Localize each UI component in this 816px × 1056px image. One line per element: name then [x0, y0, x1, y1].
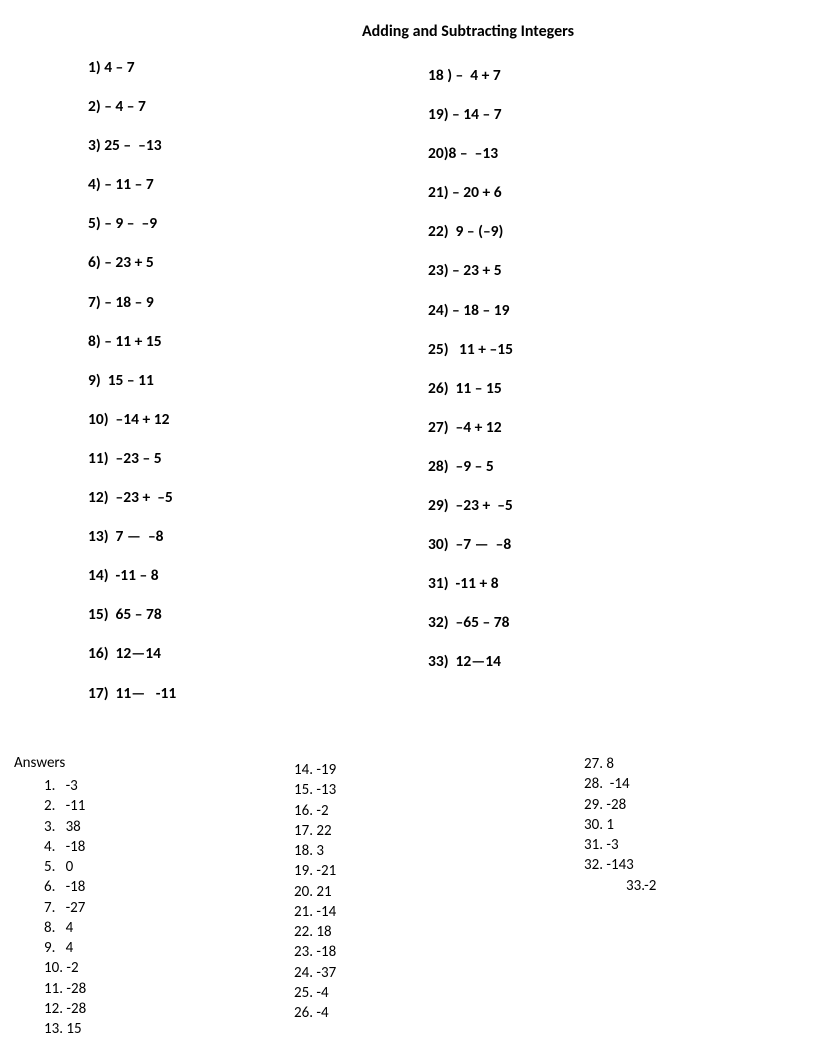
- answer-item: 19. -21: [294, 861, 584, 881]
- problem-item: 27) –4 + 12: [428, 419, 513, 438]
- problems-column-left: 1) 4 – 7 2) – 4 – 7 3) 25 – –13 4) – 11 …: [88, 59, 428, 724]
- answer-item: 24. -37: [294, 963, 584, 983]
- page-title: Adding and Subtracting Integers: [0, 0, 816, 41]
- problem-item: 12) –23 + –5: [88, 489, 428, 508]
- answer-item: 12. -28: [44, 999, 294, 1019]
- problem-item: 19) – 14 – 7: [428, 106, 513, 125]
- problem-item: 9) 15 – 11: [88, 372, 428, 391]
- problem-item: 31) -11 + 8: [428, 575, 513, 594]
- answer-item: 13. 15: [44, 1019, 294, 1039]
- problem-item: 26) 11 – 15: [428, 380, 513, 399]
- answer-item: 33.-2: [626, 876, 656, 896]
- answer-item: 14. -19: [294, 760, 584, 780]
- problem-item: 25) 11 + –15: [428, 341, 513, 360]
- problem-item: 16) 12—14: [88, 645, 428, 664]
- problem-item: 1) 4 – 7: [88, 59, 428, 78]
- answer-item: 15. -13: [294, 780, 584, 800]
- problem-item: 5) – 9 – –9: [88, 215, 428, 234]
- answer-item: 2. -11: [44, 796, 294, 816]
- problem-item: 28) –9 – 5: [428, 458, 513, 477]
- problem-item: 14) -11 – 8: [88, 567, 428, 586]
- answer-item: 17. 22: [294, 821, 584, 841]
- problem-item: 20)8 – –13: [428, 145, 513, 164]
- problem-item: 6) – 23 + 5: [88, 254, 428, 273]
- problem-item: 7) – 18 – 9: [88, 294, 428, 313]
- answer-item: 26. -4: [294, 1003, 584, 1023]
- problem-item: 24) – 18 – 19: [428, 302, 513, 321]
- problem-item: 17) 11— -11: [88, 685, 428, 704]
- answers-column-1: 1. -3 2. -11 3. 38 4. -18 5. 0 6. -18 7.…: [44, 776, 294, 1039]
- answer-item: 32. -143: [584, 855, 656, 875]
- answer-item: 20. 21: [294, 882, 584, 902]
- problems-section: 1) 4 – 7 2) – 4 – 7 3) 25 – –13 4) – 11 …: [0, 59, 816, 724]
- answer-item: 23. -18: [294, 942, 584, 962]
- problem-item: 8) – 11 + 15: [88, 333, 428, 352]
- problem-item: 30) –7 — –8: [428, 536, 513, 555]
- problem-item: 15) 65 – 78: [88, 606, 428, 625]
- problem-item: 23) – 23 + 5: [428, 262, 513, 281]
- answer-item: 4. -18: [44, 837, 294, 857]
- problem-item: 10) –14 + 12: [88, 411, 428, 430]
- answer-item: 25. -4: [294, 983, 584, 1003]
- answer-item: 10. -2: [44, 958, 294, 978]
- problem-item: 18 ) – 4 + 7: [428, 67, 513, 86]
- answer-item: 16. -2: [294, 801, 584, 821]
- answer-item: 3. 38: [44, 817, 294, 837]
- answer-item: 30. 1: [584, 815, 656, 835]
- problem-item: 32) –65 – 78: [428, 614, 513, 633]
- problem-item: 2) – 4 – 7: [88, 98, 428, 117]
- problems-column-right: 18 ) – 4 + 7 19) – 14 – 7 20)8 – –13 21)…: [428, 59, 513, 724]
- answer-item: 11. -28: [44, 979, 294, 999]
- answer-item: 27. 8: [584, 754, 656, 774]
- problem-item: 11) –23 – 5: [88, 450, 428, 469]
- problem-item: 22) 9 – (–9): [428, 223, 513, 242]
- problem-item: 21) – 20 + 6: [428, 184, 513, 203]
- answer-item: 8. 4: [44, 918, 294, 938]
- answer-item: 5. 0: [44, 857, 294, 877]
- problem-item: 13) 7 — –8: [88, 528, 428, 547]
- answer-item: 28. -14: [584, 774, 656, 794]
- answer-item: 9. 4: [44, 938, 294, 958]
- answer-item: 7. -27: [44, 898, 294, 918]
- problem-item: 4) – 11 – 7: [88, 176, 428, 195]
- answers-column-3: 27. 8 28. -14 29. -28 30. 1 31. -3 32. -…: [584, 754, 656, 1039]
- answer-item: 21. -14: [294, 902, 584, 922]
- answer-item: 31. -3: [584, 835, 656, 855]
- answer-item: 1. -3: [44, 776, 294, 796]
- answers-section: Answers 1. -3 2. -11 3. 38 4. -18 5. 0 6…: [14, 754, 802, 1039]
- answers-column-2: 14. -19 15. -13 16. -2 17. 22 18. 3 19. …: [294, 760, 584, 1039]
- answer-item: 22. 18: [294, 922, 584, 942]
- problem-item: 33) 12—14: [428, 653, 513, 672]
- answers-columns: 1. -3 2. -11 3. 38 4. -18 5. 0 6. -18 7.…: [14, 776, 802, 1039]
- problem-item: 3) 25 – –13: [88, 137, 428, 156]
- answer-item: 18. 3: [294, 841, 584, 861]
- answer-item: 29. -28: [584, 795, 656, 815]
- answer-item: 6. -18: [44, 877, 294, 897]
- problem-item: 29) –23 + –5: [428, 497, 513, 516]
